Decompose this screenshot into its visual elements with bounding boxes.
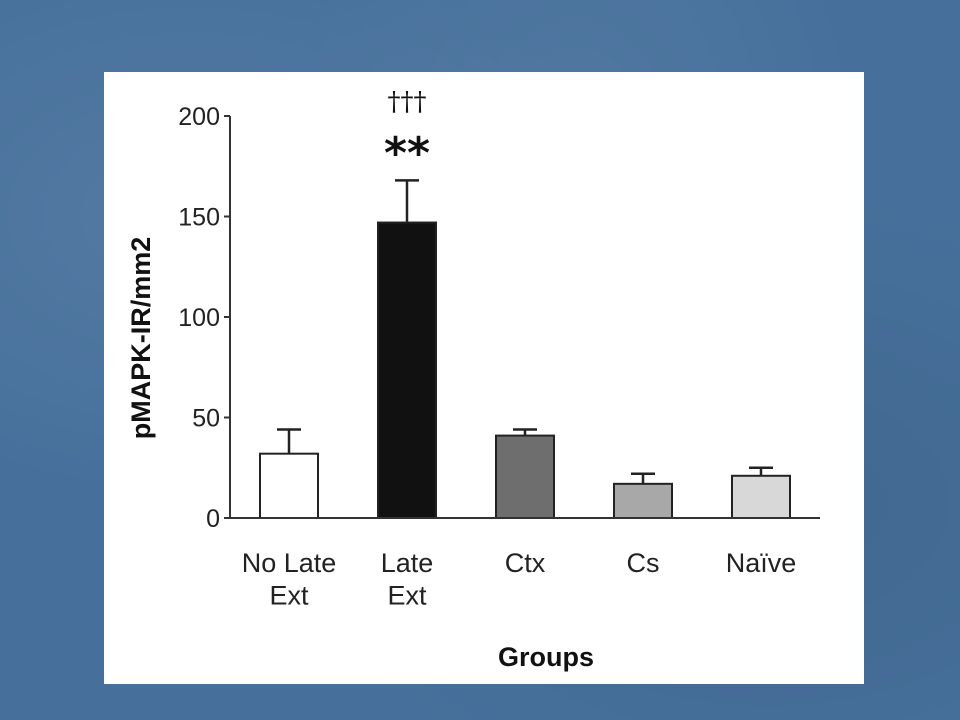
asterisk-annotation: ** — [384, 128, 430, 179]
bar — [495, 434, 555, 519]
x-tick-label: Late Ext — [381, 548, 434, 610]
significance-annotations: ††† ** — [384, 87, 430, 179]
x-tick-label: Cs — [627, 548, 660, 578]
x-tick-label: No Late Ext — [242, 548, 337, 610]
x-tick-label: Ctx — [505, 548, 546, 578]
bar — [613, 482, 673, 519]
bar — [731, 474, 791, 520]
y-tick-label: 50 — [192, 405, 220, 433]
bars — [259, 179, 791, 520]
x-axis-title: Groups — [498, 642, 594, 672]
y-tick-label: 200 — [178, 103, 220, 131]
y-tick-label: 150 — [178, 204, 220, 232]
y-tick-label: 0 — [206, 505, 220, 533]
bar — [259, 452, 319, 519]
y-axis: 0 50 100 150 200 — [178, 103, 231, 533]
y-tick-label: 100 — [178, 304, 220, 332]
bar — [377, 221, 437, 519]
bar-chart: 0 50 100 150 200 No Late Ext Late Ext Ctx Cs Naïve… — [126, 87, 820, 672]
dagger-annotation: ††† — [388, 87, 427, 117]
chart-panel: 0 50 100 150 200 No Late Ext Late Ext Ctx Cs Naïve… — [104, 72, 864, 684]
y-axis-title: pMAPK-IR/mm2 — [126, 237, 156, 440]
x-tick-label: Naïve — [726, 548, 797, 578]
x-axis: No Late Ext Late Ext Ctx Cs Naïve — [230, 517, 820, 610]
